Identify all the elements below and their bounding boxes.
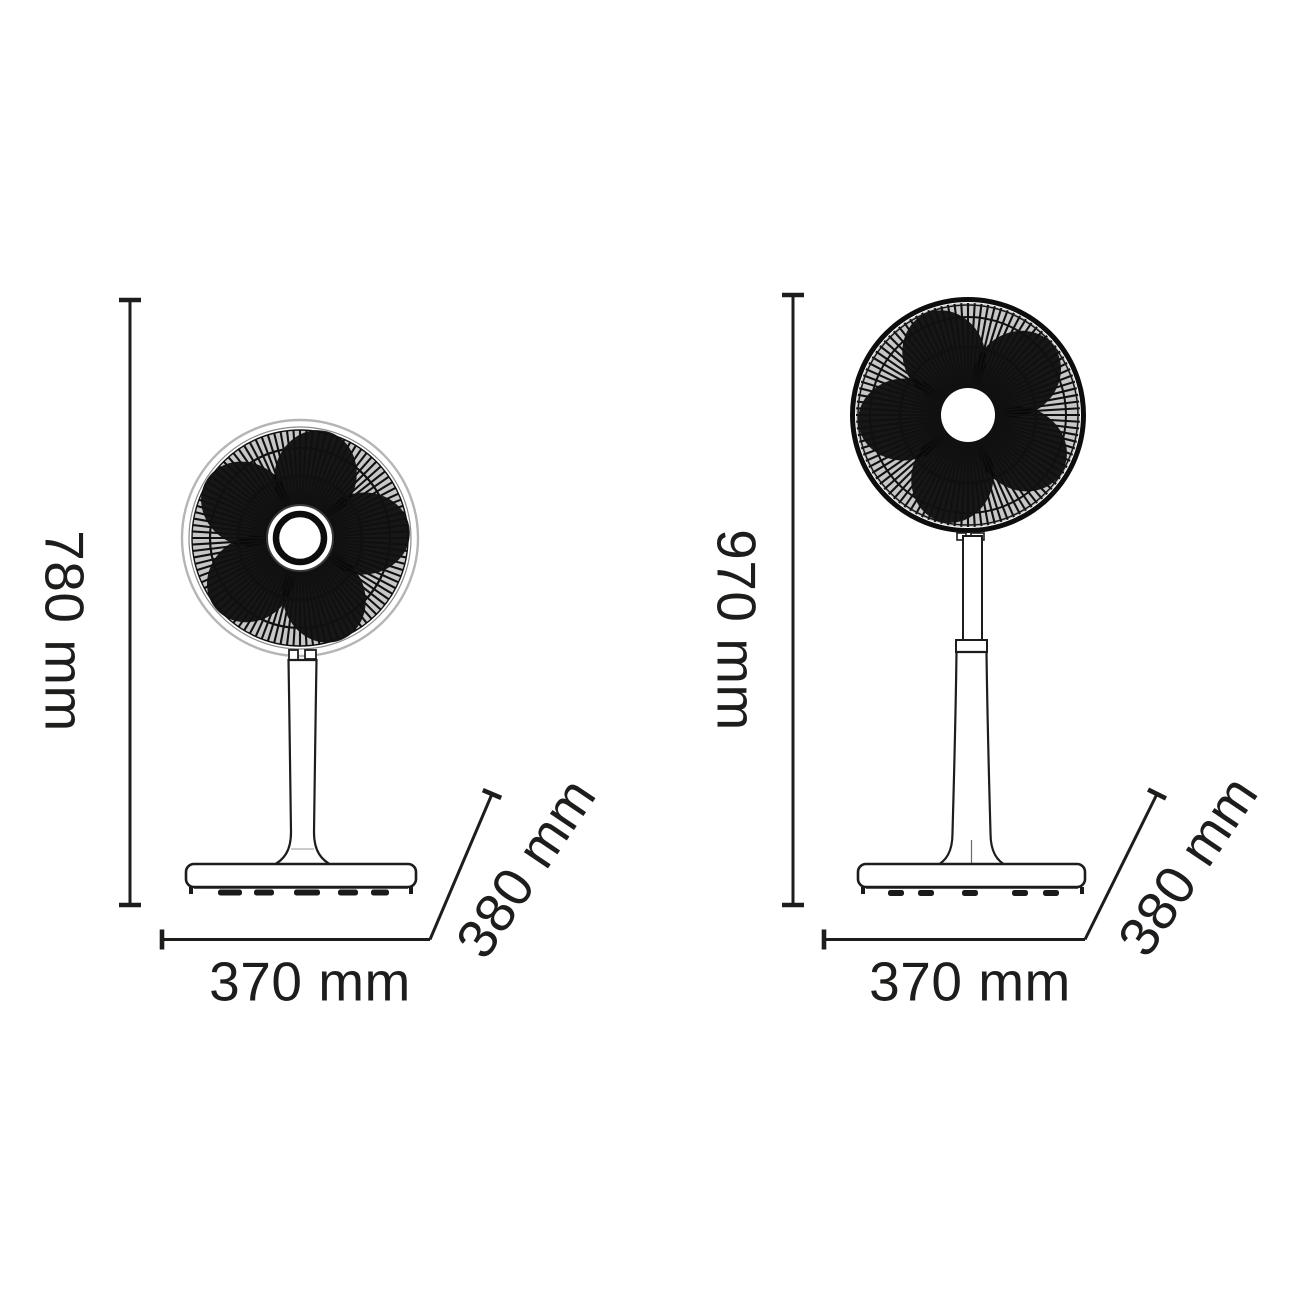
right-fan-height-label: 970 mm: [705, 529, 768, 731]
left-fan-width-label: 370 mm: [209, 950, 411, 1013]
right-fan-head: [850, 297, 1086, 533]
right-fan-body: [856, 532, 1087, 896]
left-height-dimension-line: [119, 297, 141, 908]
left-fan-body: [184, 649, 418, 896]
left-width-depth-dimension-line: [159, 787, 503, 950]
right-fan-width-label: 370 mm: [869, 950, 1071, 1013]
left-fan-height-label: 780 mm: [33, 530, 96, 732]
right-height-dimension-line: [782, 292, 804, 908]
left-fan-head: [180, 418, 420, 658]
right-width-depth-dimension-line: [821, 787, 1167, 950]
